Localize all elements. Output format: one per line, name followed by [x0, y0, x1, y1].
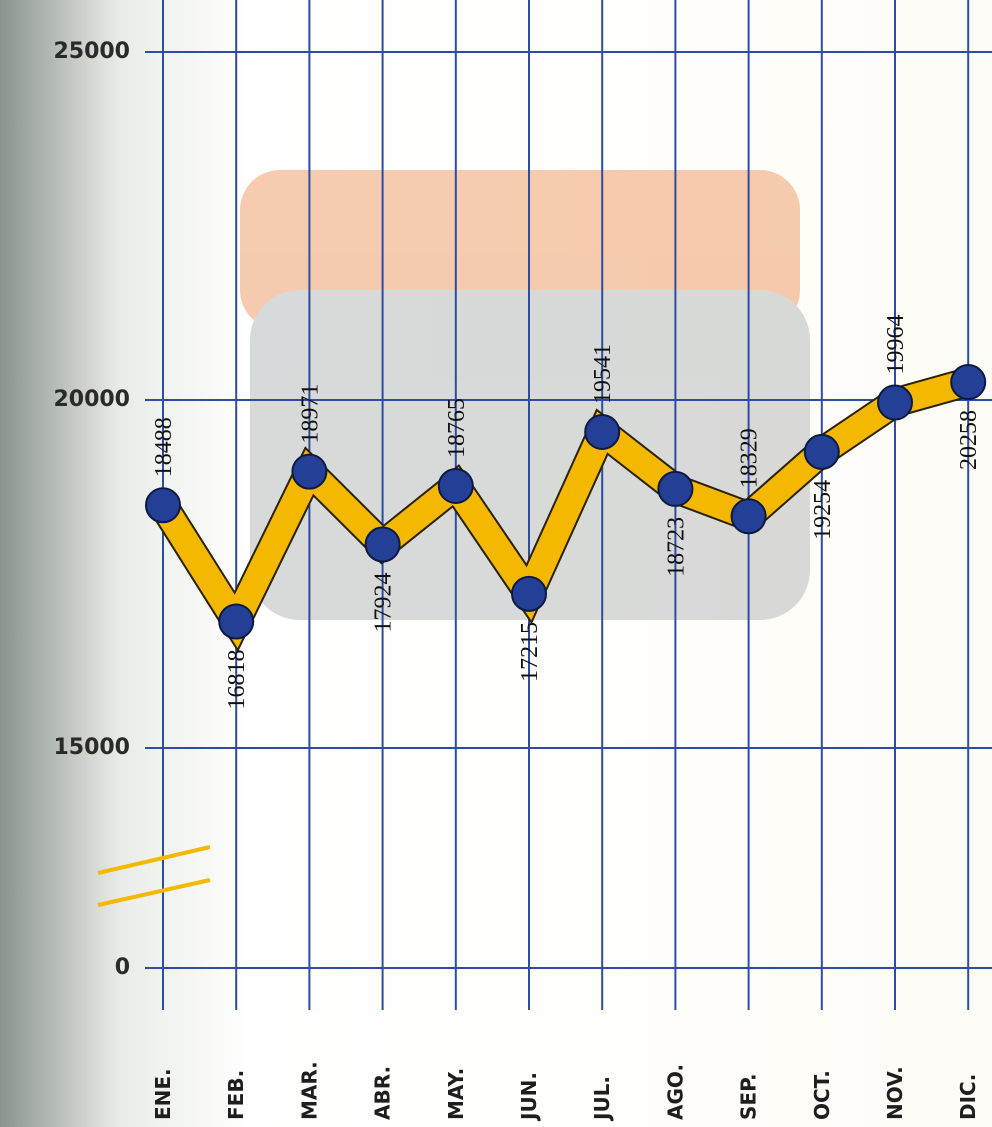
- marker: [437, 467, 474, 504]
- x-tick-label: SEP.: [737, 1073, 761, 1120]
- value-label: 19964: [883, 315, 909, 375]
- x-tick-label: ENE.: [151, 1068, 175, 1120]
- value-label: 19541: [590, 344, 616, 404]
- value-label: 19254: [810, 480, 836, 540]
- x-tick-label: JUL.: [590, 1076, 614, 1122]
- marker: [877, 384, 913, 421]
- marker: [364, 526, 401, 563]
- y-tick-label: 20000: [53, 387, 130, 412]
- marker: [584, 413, 621, 450]
- x-tick-label: FEB.: [224, 1070, 248, 1120]
- x-tick-label: OCT.: [810, 1070, 834, 1120]
- x-tick-label: AGO.: [663, 1064, 687, 1120]
- marker: [950, 364, 987, 401]
- marker: [657, 470, 694, 507]
- plot: 18488 16818 18971 17924 18765 17215 19541 18723…: [145, 315, 987, 709]
- x-tick-label: MAR.: [297, 1061, 321, 1120]
- marker: [803, 433, 840, 470]
- value-label: 20258: [956, 410, 982, 470]
- value-label: 17924: [371, 572, 397, 632]
- value-label: 16818: [224, 649, 250, 709]
- decor-figures: [240, 170, 810, 620]
- marker: [291, 453, 328, 490]
- value-label: 18488: [151, 417, 177, 477]
- x-tick-label: JUN.: [517, 1072, 541, 1122]
- marker: [730, 498, 767, 535]
- y-tick-label: 15000: [53, 735, 130, 760]
- marker: [511, 575, 547, 612]
- x-tick-label: MAY.: [444, 1068, 468, 1120]
- x-tick-label: NOV.: [883, 1066, 907, 1120]
- x-tick-label: DIC.: [956, 1074, 980, 1120]
- value-label: 18765: [444, 398, 470, 458]
- y-tick-label: 0: [115, 955, 130, 980]
- grid: 0 15000 20000 25000 ENE. FEB. MAR. ABR. MAY. JUN.…: [53, 0, 992, 1122]
- value-label: 17215: [517, 622, 543, 682]
- axis-break: [97, 845, 211, 907]
- value-label: 18329: [737, 428, 763, 488]
- value-label: 18723: [663, 517, 689, 577]
- x-tick-label: ABR.: [371, 1066, 395, 1120]
- marker: [218, 603, 255, 640]
- marker: [145, 487, 181, 524]
- value-label: 18971: [297, 384, 323, 444]
- y-tick-label: 25000: [53, 39, 130, 64]
